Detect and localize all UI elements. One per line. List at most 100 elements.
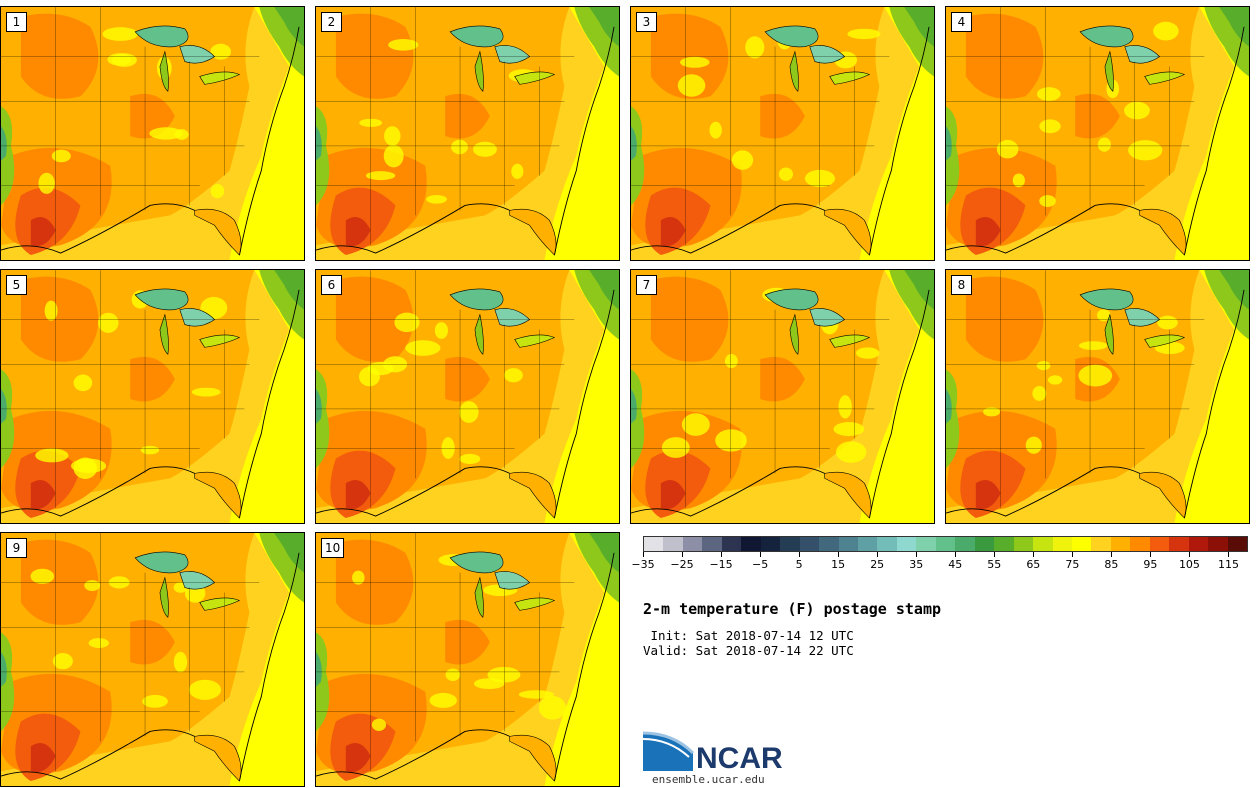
colorbar-tick-label: 85 xyxy=(1104,558,1119,571)
colorbar-swatch xyxy=(1208,537,1228,551)
colorbar-tick-label: 105 xyxy=(1178,558,1200,571)
panel-number: 1 xyxy=(6,12,27,32)
temperature-map xyxy=(1,533,304,786)
colorbar-swatch xyxy=(916,537,936,551)
colorbar-tick-label: −35 xyxy=(631,558,655,571)
ncar-logo-icon xyxy=(643,731,695,771)
panel-number: 5 xyxy=(6,275,27,295)
map-panel-6: 6 xyxy=(315,269,620,524)
colorbar-swatch xyxy=(1227,537,1248,551)
colorbar-tick xyxy=(1033,552,1035,557)
colorbar-tick-label: 75 xyxy=(1065,558,1080,571)
logo-text: NCAR xyxy=(696,742,783,775)
panel-number: 8 xyxy=(951,275,972,295)
colorbar-swatch xyxy=(994,537,1014,551)
map-graphic xyxy=(946,7,1249,260)
colorbar-swatch xyxy=(1110,537,1131,551)
colorbar-swatch xyxy=(644,537,664,551)
temperature-map xyxy=(946,270,1249,523)
colorbar-tick-label: 35 xyxy=(909,558,924,571)
colorbar-tick xyxy=(1111,552,1113,557)
colorbar-tick xyxy=(760,552,762,557)
colorbar-tick xyxy=(1228,552,1230,557)
colorbar-tick-label: −15 xyxy=(709,558,733,571)
colorbar-swatch xyxy=(896,537,917,551)
colorbar-tick xyxy=(721,552,723,557)
colorbar-swatch xyxy=(1188,537,1209,551)
colorbar-tick-label: 25 xyxy=(870,558,885,571)
map-panel-10: 10 xyxy=(315,532,620,787)
colorbar-tick xyxy=(643,552,644,557)
colorbar-tick xyxy=(1072,552,1074,557)
map-panel-9: 9 xyxy=(0,532,305,787)
colorbar-swatch xyxy=(1071,537,1092,551)
colorbar-tick xyxy=(994,552,996,557)
colorbar-swatch xyxy=(799,537,820,551)
colorbar-swatch xyxy=(702,537,722,551)
colorbar-swatch xyxy=(857,537,878,551)
temperature-map xyxy=(316,533,619,786)
panel-number: 9 xyxy=(6,538,27,558)
colorbar-tick xyxy=(916,552,918,557)
colorbar-tick-label: 15 xyxy=(831,558,846,571)
colorbar-tick-label: 5 xyxy=(795,558,803,571)
map-panel-8: 8 xyxy=(945,269,1250,524)
colorbar-swatch xyxy=(663,537,683,551)
colorbar-swatch xyxy=(1052,537,1072,551)
colorbar-tick xyxy=(838,552,840,557)
temperature-map xyxy=(1,270,304,523)
init-time: Init: Sat 2018-07-14 12 UTC xyxy=(643,628,854,643)
panel-number: 3 xyxy=(636,12,657,32)
colorbar-swatch xyxy=(955,537,975,551)
colorbar-tick xyxy=(955,552,957,557)
temperature-map xyxy=(1,7,304,260)
colorbar-tick xyxy=(682,552,684,557)
valid-time: Valid: Sat 2018-07-14 22 UTC xyxy=(643,643,854,658)
colorbar-tick xyxy=(877,552,879,557)
colorbar-tick-label: 95 xyxy=(1143,558,1158,571)
colorbar-swatch xyxy=(935,537,956,551)
panel-number: 4 xyxy=(951,12,972,32)
colorbar-tick-label: −25 xyxy=(670,558,694,571)
map-panel-4: 4 xyxy=(945,6,1250,261)
colorbar-swatch xyxy=(780,537,800,551)
panel-number: 6 xyxy=(321,275,342,295)
map-graphic xyxy=(1,7,304,260)
map-graphic xyxy=(316,533,619,786)
temperature-map xyxy=(631,7,934,260)
colorbar-tick xyxy=(1189,552,1191,557)
map-graphic xyxy=(946,270,1249,523)
map-graphic xyxy=(1,270,304,523)
colorbar-swatch xyxy=(1091,537,1111,551)
map-panel-3: 3 xyxy=(630,6,935,261)
temperature-map xyxy=(631,270,934,523)
colorbar-swatch xyxy=(682,537,703,551)
panel-number: 7 xyxy=(636,275,657,295)
temperature-map xyxy=(946,7,1249,260)
temperature-colorbar xyxy=(643,536,1248,552)
map-panel-5: 5 xyxy=(0,269,305,524)
colorbar-tick xyxy=(1150,552,1152,557)
map-graphic xyxy=(316,7,619,260)
panel-number: 10 xyxy=(321,538,345,558)
map-graphic xyxy=(631,270,934,523)
colorbar-tick-label: 115 xyxy=(1217,558,1239,571)
map-panel-1: 1 xyxy=(0,6,305,261)
colorbar-swatch xyxy=(877,537,897,551)
map-graphic xyxy=(631,7,934,260)
colorbar-tick-label: 65 xyxy=(1026,558,1041,571)
colorbar-swatch xyxy=(1149,537,1170,551)
colorbar-swatch xyxy=(1130,537,1150,551)
colorbar-swatch xyxy=(1013,537,1034,551)
colorbar-swatch xyxy=(838,537,858,551)
panel-number: 2 xyxy=(321,12,342,32)
colorbar-swatch xyxy=(974,537,995,551)
colorbar-tick xyxy=(799,552,801,557)
colorbar-tick-label: −5 xyxy=(751,558,769,571)
map-graphic xyxy=(316,270,619,523)
logo-url: ensemble.ucar.edu xyxy=(652,773,765,786)
colorbar-swatch xyxy=(721,537,742,551)
temperature-map xyxy=(316,270,619,523)
map-panel-7: 7 xyxy=(630,269,935,524)
colorbar-swatch xyxy=(819,537,839,551)
